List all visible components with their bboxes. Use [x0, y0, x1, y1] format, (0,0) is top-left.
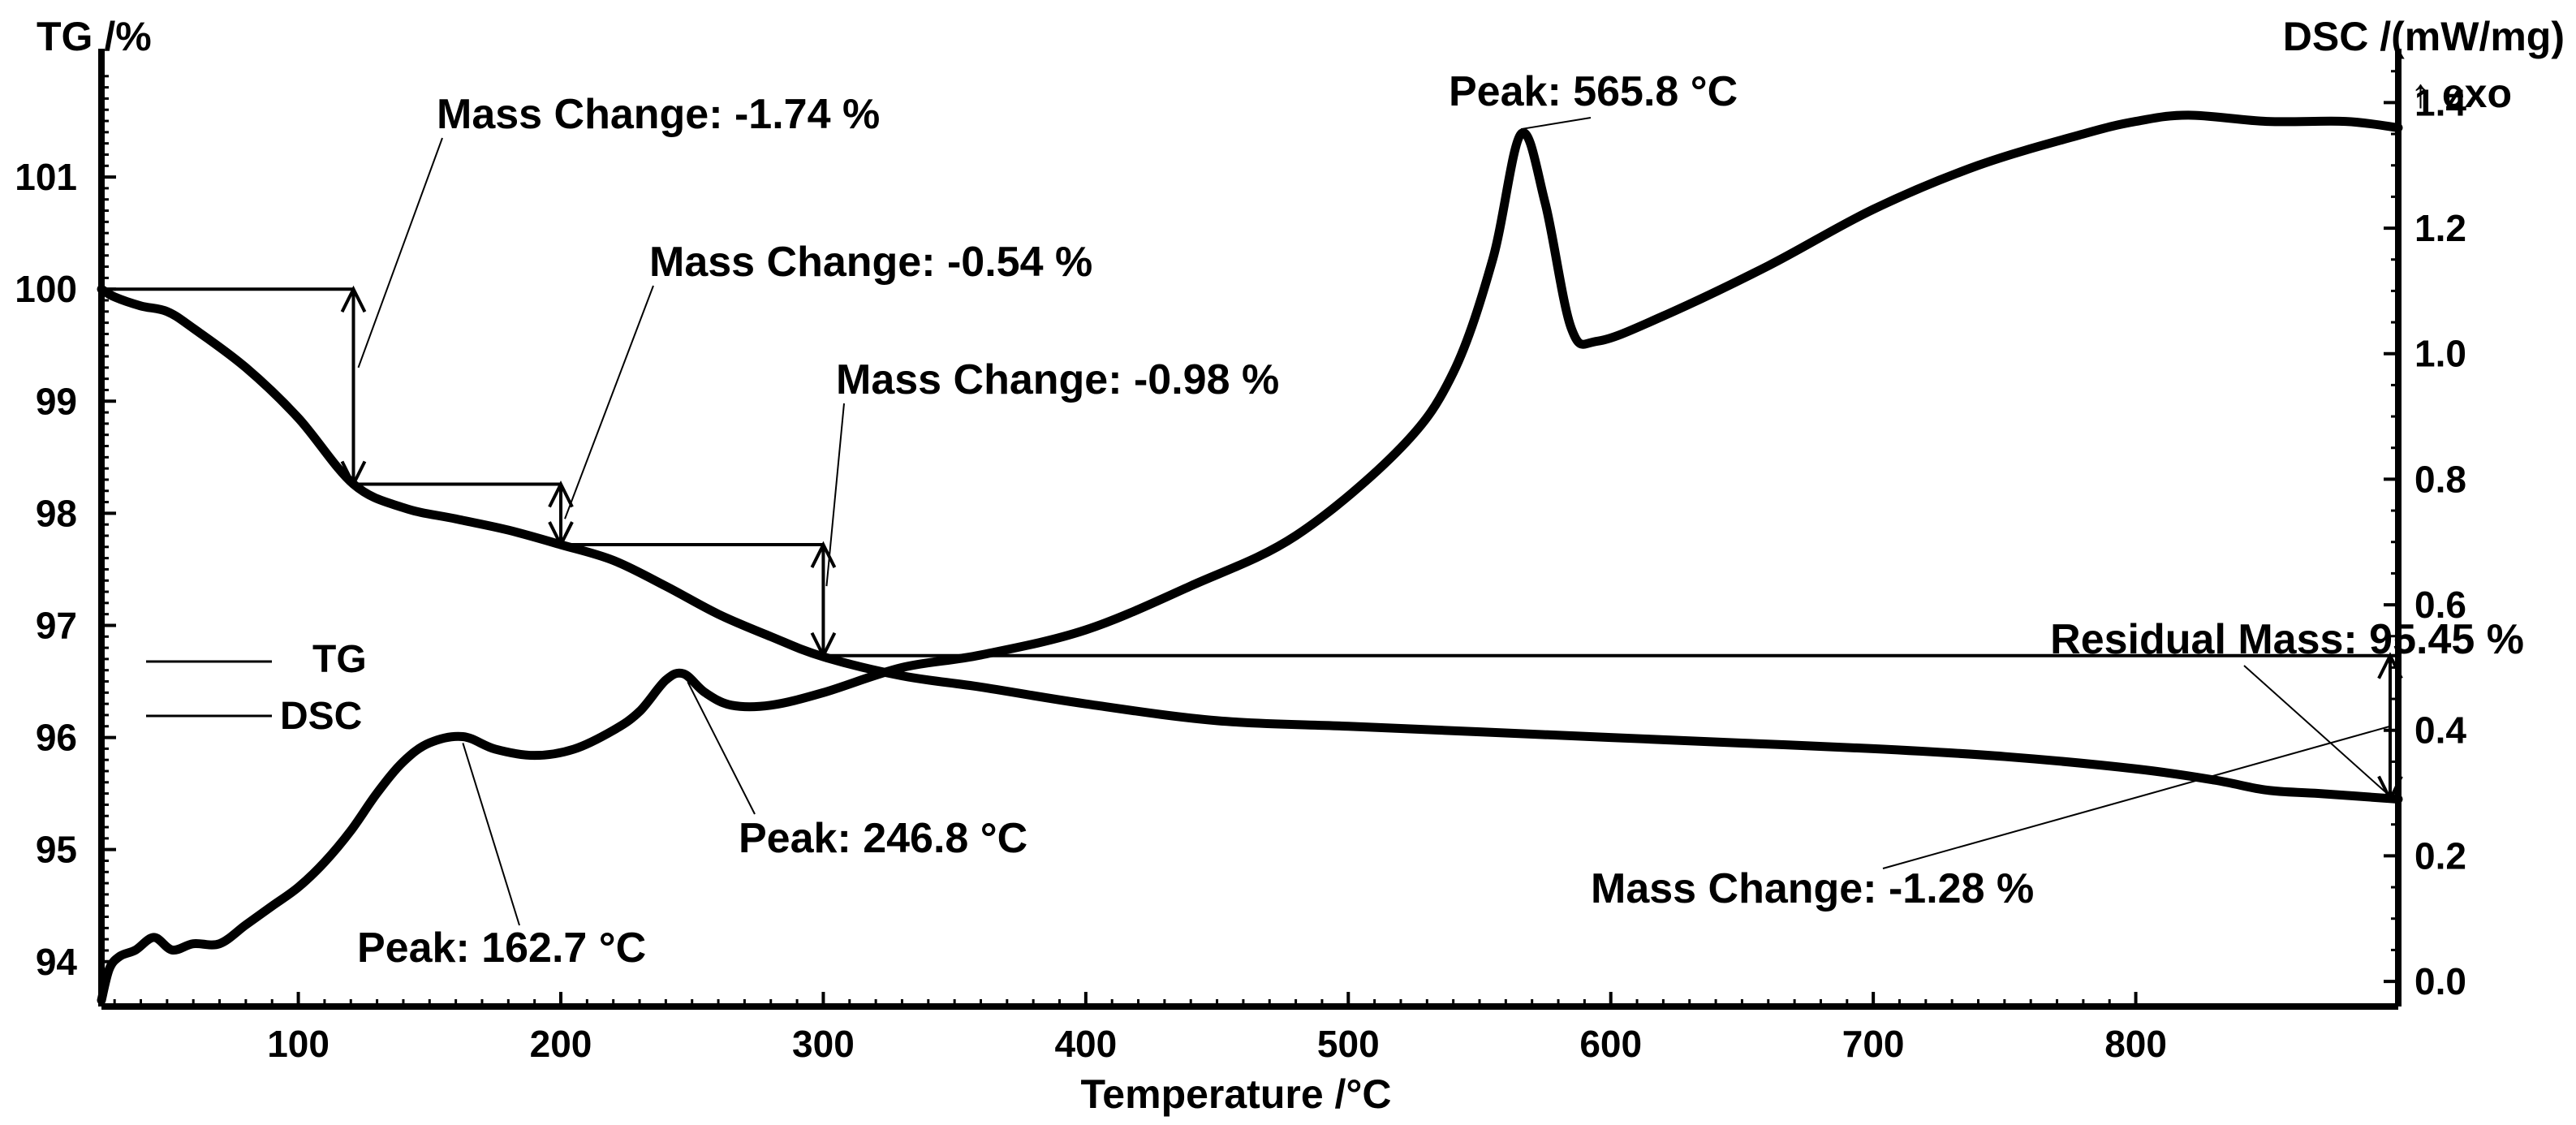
x-tick-label: 700 [1842, 1023, 1905, 1065]
x-tick-label: 500 [1317, 1023, 1380, 1065]
y-right-tick-label: 0.4 [2414, 709, 2466, 752]
y-right-tick-label: 1.2 [2414, 207, 2466, 249]
y-left-tick-label: 95 [36, 829, 77, 871]
y-left-tick-label: 99 [36, 380, 77, 422]
y-right-tick-label: 1.4 [2414, 81, 2466, 123]
y-left-tick-label: 98 [36, 492, 77, 534]
series-line-tg [97, 284, 2403, 804]
annotation-residual-mass: Residual Mass: 95.45 % [2050, 616, 2524, 663]
series-line-dsc [97, 110, 2403, 1005]
leader-peak-565 [1520, 117, 1592, 131]
annotation-peak-565: Peak: 565.8 °C [1449, 68, 1738, 115]
x-tick-label: 300 [792, 1023, 855, 1065]
x-tick-label: 600 [1579, 1023, 1642, 1065]
leader-mass-change-3 [825, 403, 845, 587]
leader-peak-162 [462, 743, 520, 926]
leader-mass-change-1 [357, 137, 443, 369]
annotation-mass-change-3: Mass Change: -0.98 % [836, 356, 1279, 403]
y-left-tick-label: 96 [36, 717, 77, 759]
y-right-tick-label: 1.0 [2414, 333, 2466, 375]
exo-direction-label: ↑ exo [2410, 71, 2512, 116]
y-right-tick-label: 0.8 [2414, 458, 2466, 500]
legend: TG DSC [146, 638, 367, 738]
y-right-tick-label: 0.2 [2414, 834, 2466, 877]
x-tick-label: 800 [2104, 1023, 2167, 1065]
x-axis-title: Temperature /°C [1080, 1071, 1391, 1117]
annotation-peak-162: Peak: 162.7 °C [357, 925, 646, 972]
annotation-mass-change-4: Mass Change: -1.28 % [1591, 865, 2034, 912]
step-3-arrow-head-up [810, 541, 837, 568]
annotation-mass-change-2: Mass Change: -0.54 % [649, 239, 1092, 286]
leader-peak-246 [687, 681, 756, 815]
legend-label-dsc: DSC [280, 695, 362, 738]
y-right-tick-label: 0.0 [2414, 960, 2466, 1002]
x-tick-label: 100 [267, 1023, 330, 1065]
x-tick-label: 400 [1054, 1023, 1117, 1065]
x-tick-label: 200 [530, 1023, 592, 1065]
y-left-tick-label: 97 [36, 604, 77, 646]
step-4-arrow-head-up [2377, 652, 2403, 679]
y-right-tick-label: 0.6 [2414, 584, 2466, 626]
mass-change-guides [101, 285, 2403, 803]
leader-mass-change-4 [1882, 725, 2391, 869]
y-left-tick-label: 101 [15, 156, 77, 198]
leader-residual-mass [2243, 665, 2387, 794]
axis-labels: TG /% DSC /(mW/mg) ↑ exo Temperature /°C [37, 14, 2565, 1117]
step-1-arrow-head-up [340, 285, 367, 313]
leader-mass-change-2 [564, 285, 654, 519]
legend-label-tg: TG [312, 638, 367, 681]
axis-ticks: 100 200 300 400 500 600 700 800 94 95 96 97 98 99 100 1… [15, 70, 2466, 1065]
data-series [97, 110, 2403, 1005]
y-left-tick-label: 94 [36, 941, 78, 983]
y-left-axis-title: TG /% [37, 14, 152, 59]
annotations: Mass Change: -1.74 % Mass Change: -0.54 %… [357, 68, 2524, 972]
y-right-axis-title: DSC /(mW/mg) [2283, 14, 2565, 59]
plot-frame [98, 49, 2402, 1010]
step-2-arrow-head-up [548, 481, 574, 508]
y-left-tick-label: 100 [15, 268, 77, 310]
annotation-peak-246: Peak: 246.8 °C [739, 815, 1027, 862]
annotation-mass-change-1: Mass Change: -1.74 % [437, 91, 880, 138]
